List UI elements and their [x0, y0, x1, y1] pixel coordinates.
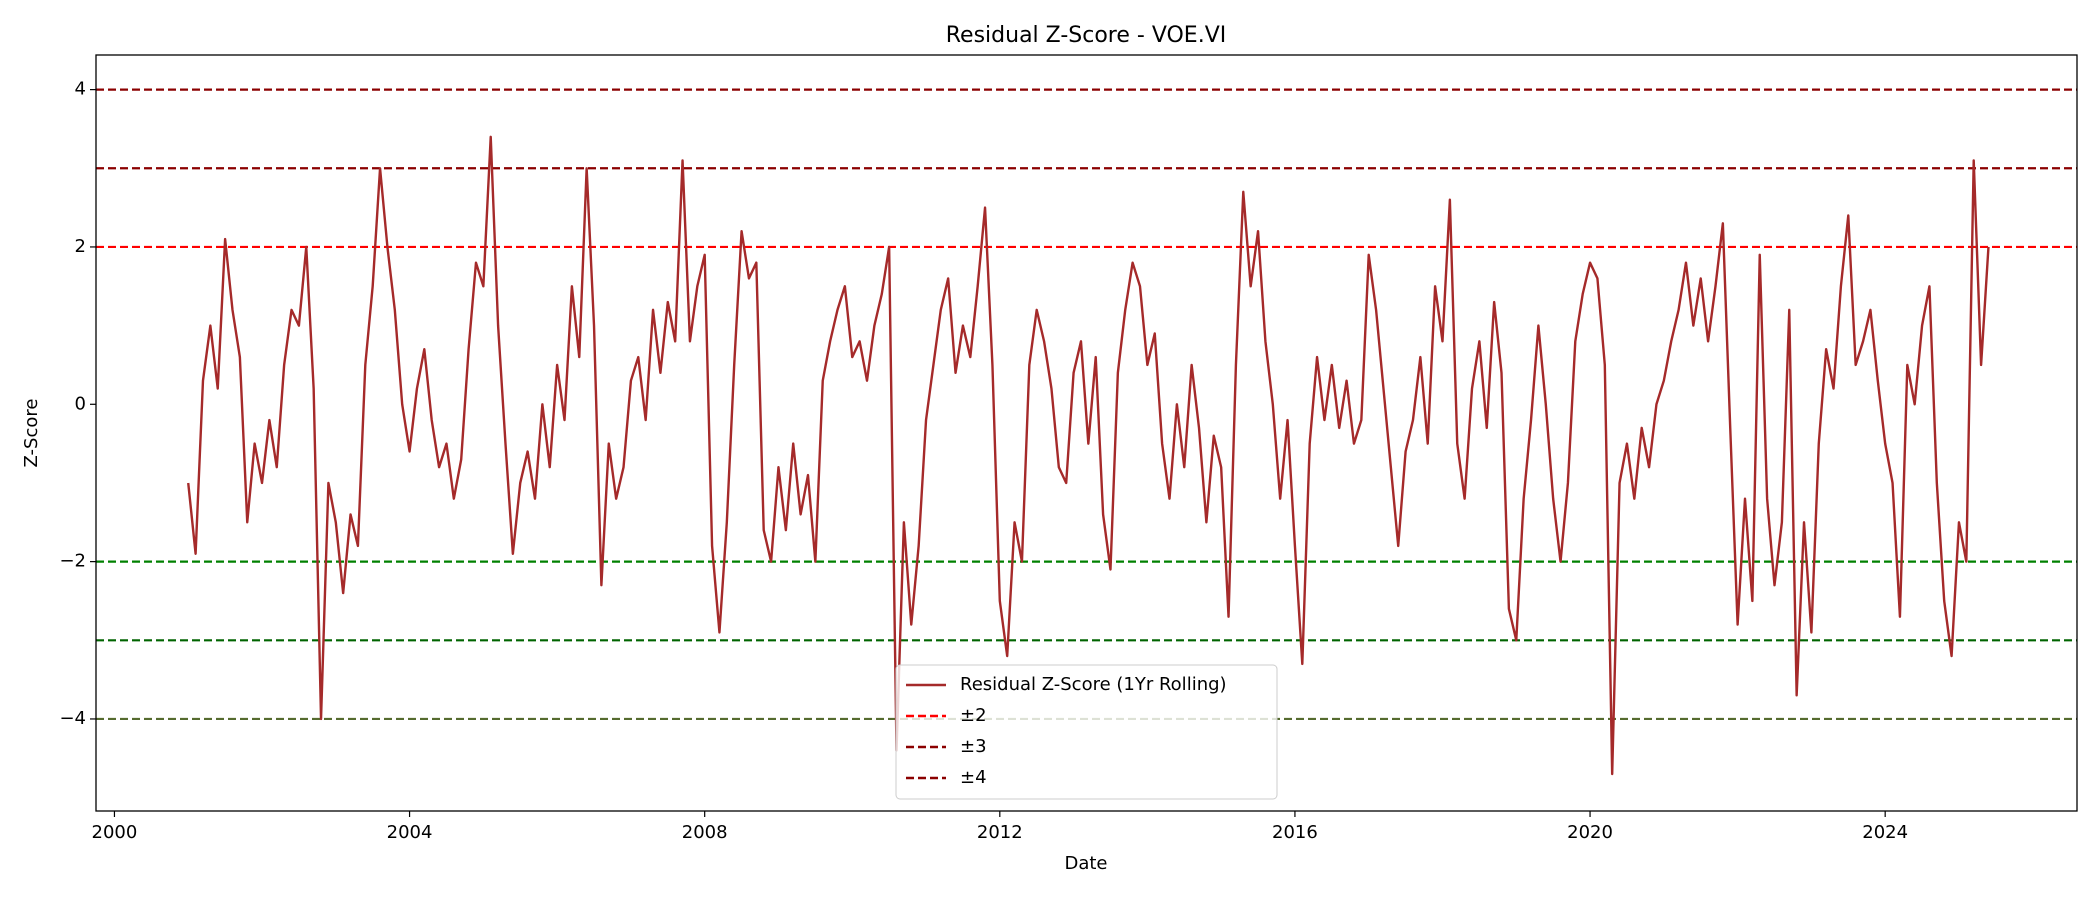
plot-frame — [95, 54, 2078, 812]
legend-label: ±2 — [960, 705, 987, 726]
y-tick-label: 2 — [75, 236, 86, 257]
x-tick-label: 2020 — [1567, 822, 1613, 843]
y-tick-label: 4 — [75, 79, 86, 100]
y-tick-label: −4 — [59, 708, 86, 729]
legend-label: ±3 — [960, 736, 987, 757]
x-tick-label: 2016 — [1272, 822, 1318, 843]
legend-box — [895, 664, 1278, 800]
x-tick-label: 2012 — [977, 822, 1023, 843]
x-tick-label: 2024 — [1862, 822, 1908, 843]
legend: Residual Z-Score (1Yr Rolling) ±2 ±3 ±4 — [895, 664, 1278, 800]
x-tick-label: 2008 — [682, 822, 728, 843]
legend-label: Residual Z-Score (1Yr Rolling) — [960, 674, 1227, 695]
x-tick-label: 2004 — [387, 822, 433, 843]
data-line — [187, 135, 1990, 776]
y-tick-label: −2 — [59, 551, 86, 572]
y-axis-label: Z-Score — [21, 399, 42, 468]
chart-title: Residual Z-Score - VOE.VI — [946, 23, 1226, 48]
y-tick-label: 0 — [75, 393, 86, 414]
legend-label: ±4 — [960, 767, 987, 788]
x-tick-label: 2000 — [92, 822, 138, 843]
x-axis-label: Date — [1064, 853, 1107, 874]
